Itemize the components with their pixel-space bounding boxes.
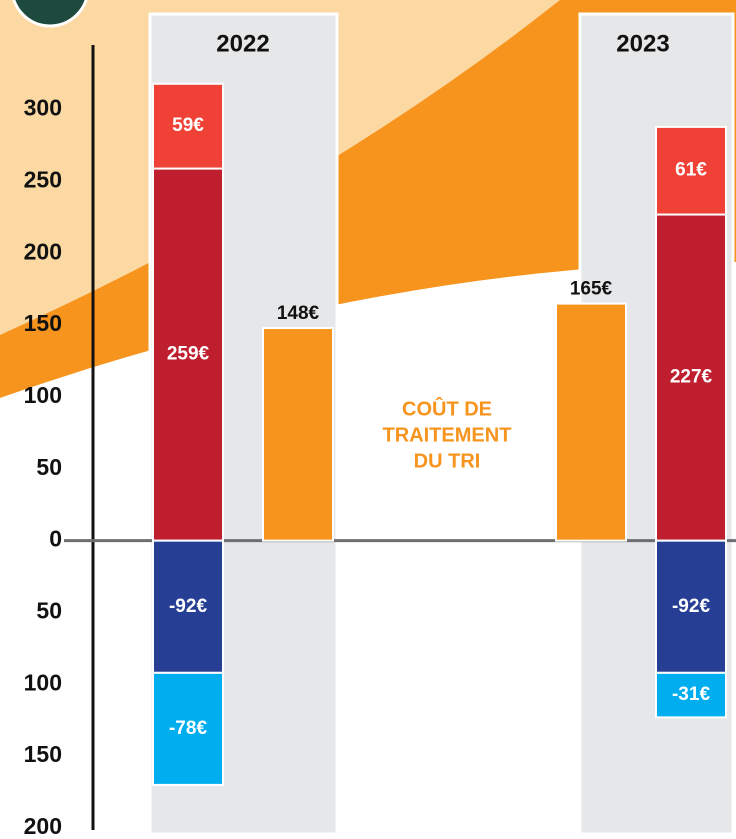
y-tick-label: 150 bbox=[24, 310, 62, 336]
x-tick-label: 2022 bbox=[216, 30, 269, 57]
chart: COÛT DE TRAITEMENT DU TRI 200 150 100 50 0 50… bbox=[0, 0, 736, 839]
value-label: 148€ bbox=[277, 303, 320, 324]
bar bbox=[556, 304, 626, 541]
y-tick-label: 150 bbox=[24, 741, 62, 767]
value-label: 165€ bbox=[570, 279, 613, 300]
value-label: 59€ bbox=[172, 115, 204, 136]
annotation: COÛT DE bbox=[402, 396, 492, 420]
y-tick-label: 0 bbox=[49, 526, 62, 552]
value-label: -92€ bbox=[672, 596, 710, 617]
value-label: -78€ bbox=[169, 718, 207, 739]
annotation: DU TRI bbox=[414, 450, 481, 472]
value-label: -31€ bbox=[672, 684, 710, 705]
value-label: 61€ bbox=[675, 160, 707, 181]
value-label: 227€ bbox=[670, 367, 713, 388]
y-tick-label: 100 bbox=[24, 382, 62, 408]
annotation: TRAITEMENT bbox=[383, 424, 512, 446]
y-tick-label: 200 bbox=[24, 813, 62, 839]
value-label: 259€ bbox=[167, 344, 210, 365]
y-tick-label: 50 bbox=[36, 598, 62, 624]
y-tick-label: 250 bbox=[24, 167, 62, 193]
y-tick-label: 100 bbox=[24, 669, 62, 695]
bar bbox=[263, 328, 333, 541]
y-tick-label: 50 bbox=[36, 454, 62, 480]
y-tick-label: 300 bbox=[24, 95, 62, 121]
value-label: -92€ bbox=[169, 596, 207, 617]
y-tick-label: 200 bbox=[24, 238, 62, 264]
x-tick-label: 2023 bbox=[616, 30, 669, 57]
